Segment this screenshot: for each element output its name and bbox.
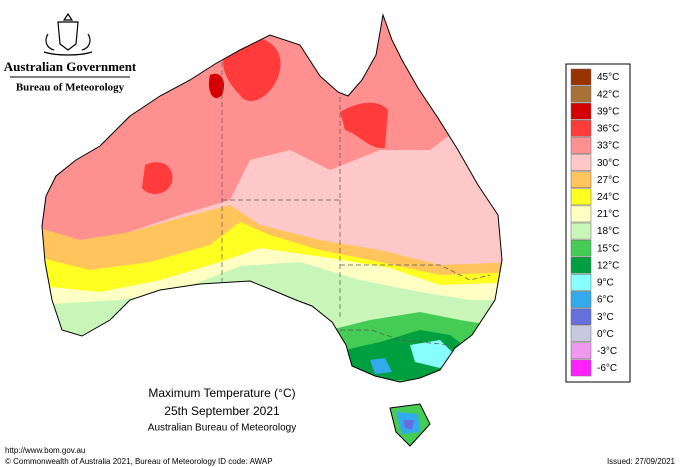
legend-swatch bbox=[570, 325, 592, 343]
agency-name: Bureau of Meteorology bbox=[16, 82, 125, 94]
legend-label: 42°C bbox=[597, 89, 619, 100]
legend-swatch bbox=[570, 256, 592, 274]
footer-copyright: © Commonwealth of Australia 2021, Bureau… bbox=[5, 457, 216, 466]
zone bbox=[403, 420, 414, 430]
legend-label: 12°C bbox=[597, 260, 619, 271]
map-title: Maximum Temperature (°C) bbox=[148, 386, 295, 400]
legend-swatch bbox=[570, 188, 592, 206]
zone bbox=[142, 162, 173, 194]
legend-swatch bbox=[570, 274, 592, 291]
zone bbox=[340, 102, 388, 149]
legend-swatch bbox=[570, 171, 592, 189]
zone bbox=[410, 340, 455, 368]
legend-label: 3°C bbox=[597, 312, 614, 323]
legend-swatch bbox=[570, 291, 592, 308]
legend-label: 27°C bbox=[597, 175, 619, 186]
zone bbox=[370, 358, 392, 374]
legend-swatch bbox=[570, 137, 592, 154]
map-date: 25th September 2021 bbox=[164, 404, 280, 418]
legend-label: 30°C bbox=[597, 158, 619, 169]
legend-label: -6°C bbox=[597, 363, 617, 374]
map-source: Australian Bureau of Meteorology bbox=[148, 423, 296, 434]
footer-url[interactable]: http://www.bom.gov.au bbox=[5, 446, 85, 455]
legend-swatch bbox=[570, 222, 592, 240]
government-name: Australian Government bbox=[4, 59, 137, 74]
legend-label: 15°C bbox=[597, 243, 619, 254]
zone bbox=[223, 36, 281, 101]
legend-label: 45°C bbox=[597, 72, 619, 83]
legend-swatch bbox=[570, 85, 592, 103]
legend-swatch bbox=[570, 205, 592, 223]
state-borders bbox=[221, 62, 491, 346]
footer-issued: Issued: 27/09/2021 bbox=[607, 457, 676, 466]
coastline bbox=[41, 13, 503, 447]
legend-label: 24°C bbox=[597, 192, 619, 203]
legend-label: 18°C bbox=[597, 226, 619, 237]
legend-swatch bbox=[570, 342, 592, 360]
legend-swatch bbox=[570, 120, 592, 137]
legend: 45°C 42°C 39°C 36°C 33°C 30°C 27°C 24°C 21°C 18°C… bbox=[570, 68, 619, 377]
legend-label: 9°C bbox=[597, 278, 614, 289]
legend-label: 21°C bbox=[597, 209, 619, 220]
legend-swatch bbox=[570, 359, 592, 377]
zone bbox=[208, 73, 225, 99]
legend-swatch bbox=[570, 102, 592, 120]
legend-swatch bbox=[570, 154, 592, 171]
emblem bbox=[43, 12, 93, 56]
legend-label: 0°C bbox=[597, 329, 614, 340]
legend-label: 36°C bbox=[597, 124, 619, 135]
footer-id: ID code: AWAP bbox=[218, 457, 273, 466]
legend-swatch bbox=[570, 239, 592, 257]
legend-swatch bbox=[570, 308, 592, 325]
legend-label: -3°C bbox=[597, 346, 617, 357]
legend-swatch bbox=[570, 68, 592, 86]
legend-label: 33°C bbox=[597, 141, 619, 152]
legend-label: 39°C bbox=[597, 106, 619, 117]
legend-label: 6°C bbox=[597, 295, 614, 306]
